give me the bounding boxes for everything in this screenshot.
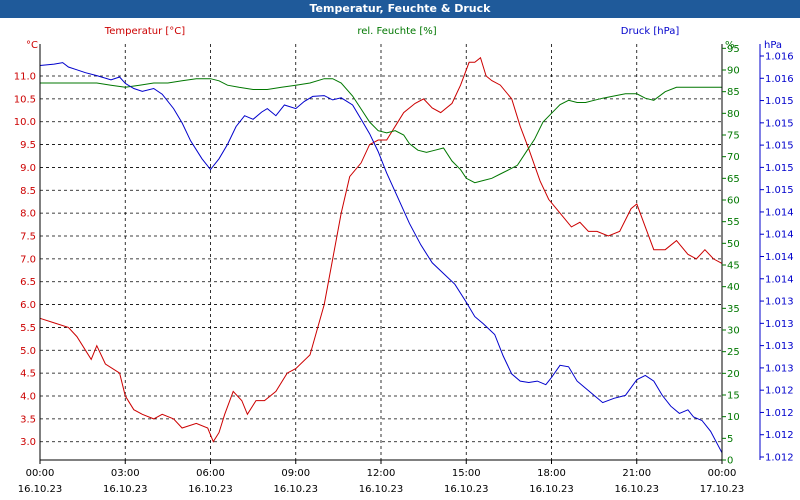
humidity-tick-label: 45: [727, 261, 740, 272]
humidity-tick-label: 50: [727, 239, 740, 250]
temp-tick-label: 9.0: [20, 163, 36, 174]
pressure-tick-label: 1.015: [765, 163, 794, 174]
pressure-tick-label: 1.012: [765, 386, 794, 397]
axes: 00:00 16.10.23 03:00 16.10.23 06:00 16.10.23 0…: [14, 26, 794, 495]
humidity-tick-label: 80: [727, 109, 740, 120]
humidity-tick-label: 70: [727, 152, 740, 163]
series-line-humidity: [40, 78, 722, 184]
humidity-tick-label: 55: [727, 217, 740, 228]
pressure-tick-label: 1.012: [765, 430, 794, 441]
temp-tick-label: 5.5: [20, 323, 36, 334]
humidity-tick-label: 25: [727, 347, 740, 358]
pressure-tick-label: 1.015: [765, 96, 794, 107]
temp-tick-label: 4.5: [20, 369, 36, 380]
temp-tick-label: 9.5: [20, 140, 36, 151]
humidity-tick-label: 10: [727, 412, 740, 423]
pressure-tick-label: 1.015: [765, 141, 794, 152]
x-tick-time: 15:00: [452, 468, 481, 479]
pressure-tick-label: 1.014: [765, 274, 794, 285]
x-tick-time: 06:00: [196, 468, 225, 479]
temp-tick-label: 3.0: [20, 437, 36, 448]
temp-tick-label: 10.0: [14, 117, 36, 128]
humidity-tick-label: 0: [727, 456, 733, 467]
humidity-tick-label: 40: [727, 282, 740, 293]
legend-label: Temperatur [°C]: [104, 26, 185, 37]
humidity-tick-label: 15: [727, 391, 740, 402]
x-tick-date: 16.10.23: [103, 484, 148, 495]
series-line-temperature: [39, 56, 723, 443]
legend-label: Druck [hPa]: [621, 26, 680, 37]
x-tick-date: 16.10.23: [614, 484, 659, 495]
x-tick-date: 17.10.23: [700, 484, 745, 495]
temp-tick-label: 6.0: [20, 300, 36, 311]
pressure-tick-label: 1.013: [765, 319, 794, 330]
series-line-pressure: [39, 62, 723, 454]
humidity-tick-label: 60: [727, 196, 740, 207]
humidity-tick-label: 75: [727, 131, 740, 142]
x-tick-date: 16.10.23: [359, 484, 404, 495]
humidity-tick-label: 85: [727, 87, 740, 98]
temp-tick-label: 8.0: [20, 209, 36, 220]
humidity-tick-label: 35: [727, 304, 740, 315]
pressure-tick-label: 1.012: [765, 408, 794, 419]
pressure-tick-label: 1.013: [765, 341, 794, 352]
temp-tick-label: 3.5: [20, 414, 36, 425]
temp-tick-label: 5.0: [20, 346, 36, 357]
humidity-tick-label: 90: [727, 66, 740, 77]
grid: [40, 44, 722, 460]
pressure-unit-label: hPa: [764, 40, 782, 51]
temp-tick-label: 7.0: [20, 254, 36, 265]
x-tick-time: 03:00: [111, 468, 140, 479]
temp-tick-label: 7.5: [20, 232, 36, 243]
chart-title: Temperatur, Feuchte & Druck: [309, 2, 491, 15]
x-tick-time: 18:00: [537, 468, 566, 479]
pressure-tick-label: 1.013: [765, 297, 794, 308]
pressure-tick-label: 1.014: [765, 207, 794, 218]
temp-tick-label: 8.5: [20, 186, 36, 197]
temp-tick-label: 11.0: [14, 72, 36, 83]
humidity-tick-label: 65: [727, 174, 740, 185]
humidity-unit-label: %: [725, 40, 735, 51]
pressure-tick-label: 1.014: [765, 252, 794, 263]
x-tick-date: 16.10.23: [529, 484, 574, 495]
pressure-tick-label: 1.014: [765, 230, 794, 241]
pressure-tick-label: 1.016: [765, 74, 794, 85]
pressure-tick-label: 1.012: [765, 453, 794, 464]
legend-label: rel. Feuchte [%]: [357, 26, 436, 37]
pressure-tick-label: 1.015: [765, 118, 794, 129]
x-tick-date: 16.10.23: [273, 484, 318, 495]
pressure-tick-label: 1.016: [765, 52, 794, 63]
humidity-tick-label: 5: [727, 434, 733, 445]
humidity-tick-label: 20: [727, 369, 740, 380]
title-bar: Temperatur, Feuchte & Druck: [0, 0, 800, 18]
humidity-tick-label: 95: [727, 44, 740, 55]
x-tick-time: 00:00: [708, 468, 737, 479]
x-tick-time: 00:00: [26, 468, 55, 479]
temp-tick-label: 6.5: [20, 277, 36, 288]
temp-tick-label: 4.0: [20, 392, 36, 403]
series-lines: [39, 56, 723, 454]
x-tick-time: 12:00: [367, 468, 396, 479]
humidity-tick-label: 30: [727, 326, 740, 337]
x-tick-time: 09:00: [281, 468, 310, 479]
x-tick-date: 16.10.23: [444, 484, 489, 495]
x-tick-time: 21:00: [622, 468, 651, 479]
pressure-tick-label: 1.015: [765, 185, 794, 196]
temp-unit-label: °C: [26, 40, 38, 51]
temp-tick-label: 10.5: [14, 94, 36, 105]
pressure-tick-label: 1.013: [765, 363, 794, 374]
x-tick-date: 16.10.23: [18, 484, 63, 495]
x-tick-date: 16.10.23: [188, 484, 233, 495]
